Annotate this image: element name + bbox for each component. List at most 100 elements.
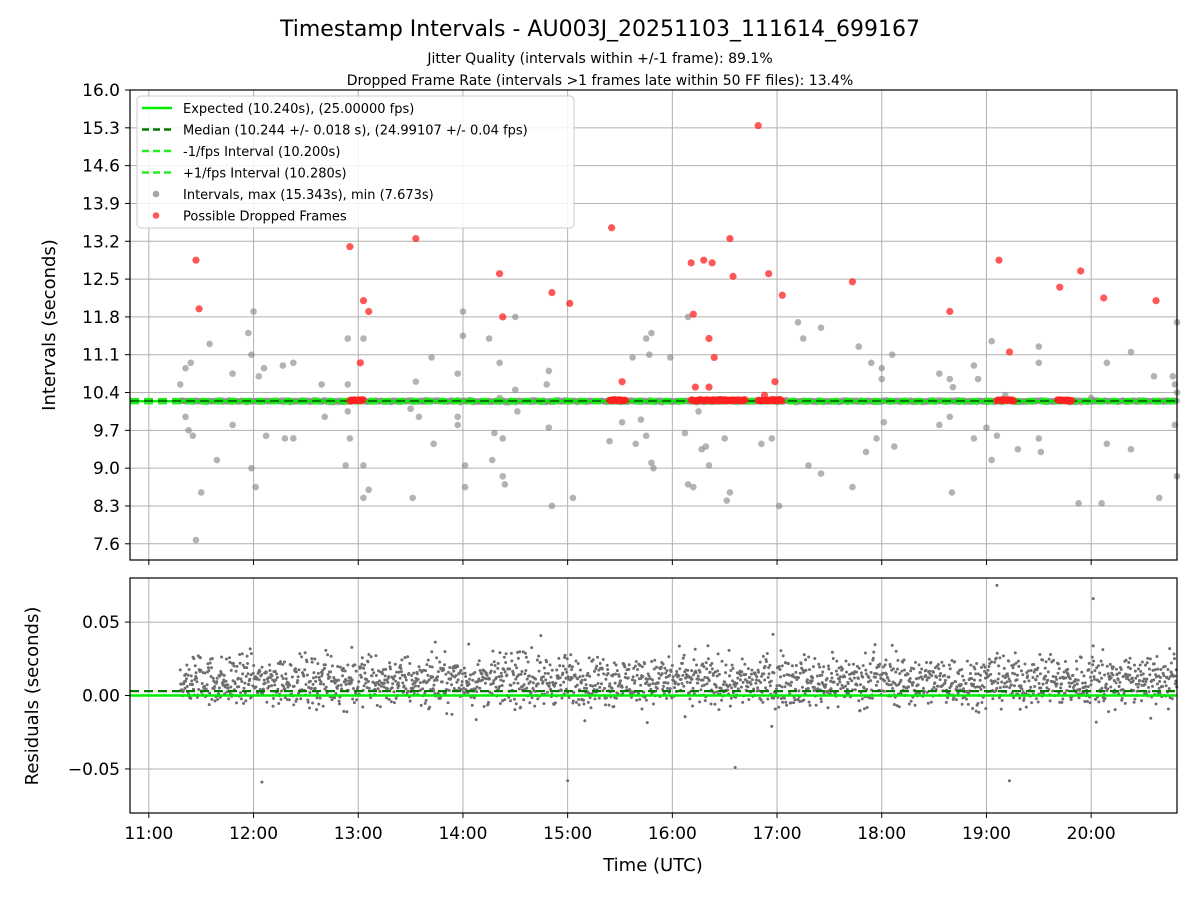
residual-point xyxy=(1092,675,1096,679)
residual-point xyxy=(342,709,346,713)
residual-point xyxy=(454,666,458,670)
residual-point xyxy=(681,656,685,660)
residual-point xyxy=(1169,661,1173,665)
residual-point xyxy=(207,668,211,672)
interval-point xyxy=(970,362,978,369)
residual-point xyxy=(317,675,321,679)
residual-point xyxy=(311,701,315,705)
top-y-tick-label: 9.0 xyxy=(93,459,120,479)
residual-point xyxy=(606,667,610,671)
dropped-frame-point xyxy=(1077,267,1085,275)
residual-point xyxy=(1107,710,1111,714)
residual-point xyxy=(967,691,971,695)
residual-point xyxy=(847,663,851,667)
residual-point xyxy=(509,683,513,687)
residual-point xyxy=(1132,663,1136,667)
residual-point xyxy=(868,696,872,700)
residual-point xyxy=(912,667,916,671)
residual-point xyxy=(513,663,517,667)
residual-point xyxy=(260,665,264,669)
residual-point xyxy=(703,675,707,679)
residual-point xyxy=(676,682,680,686)
residual-point xyxy=(733,684,737,688)
residual-point xyxy=(501,699,505,703)
residual-point xyxy=(790,664,794,668)
residual-point xyxy=(213,699,217,703)
residual-point xyxy=(600,667,604,671)
residual-point xyxy=(618,679,622,683)
residual-point xyxy=(839,687,843,691)
residual-point xyxy=(713,702,717,706)
residual-point xyxy=(586,700,590,704)
residual-point xyxy=(920,667,924,671)
residual-point xyxy=(693,647,697,651)
residual-point xyxy=(1138,663,1142,667)
residual-point xyxy=(245,666,249,670)
residual-point xyxy=(558,664,562,668)
residual-point xyxy=(701,678,705,682)
residual-point xyxy=(320,671,324,675)
residual-point xyxy=(521,650,525,654)
residual-point xyxy=(381,668,385,672)
residual-point xyxy=(467,642,471,646)
residual-point xyxy=(607,703,611,707)
residual-point xyxy=(1101,648,1105,652)
residual-point xyxy=(341,674,345,678)
residual-point xyxy=(227,697,231,701)
residual-point xyxy=(986,674,990,678)
interval-point xyxy=(360,462,367,469)
residual-point xyxy=(295,697,299,701)
residual-point xyxy=(789,701,793,705)
residual-point xyxy=(538,661,542,665)
interval-point xyxy=(454,421,462,429)
residual-point xyxy=(811,676,815,680)
top-y-tick-label: 16.0 xyxy=(82,81,120,101)
residual-point xyxy=(480,678,484,682)
residual-point xyxy=(1016,659,1020,663)
residual-point xyxy=(493,664,497,668)
residual-point xyxy=(729,696,733,700)
residual-point xyxy=(669,670,673,674)
residual-point xyxy=(979,665,983,669)
residual-point xyxy=(246,672,250,676)
residual-point xyxy=(422,679,426,683)
residual-point xyxy=(965,659,969,663)
residual-point xyxy=(1111,665,1115,669)
residual-point xyxy=(645,721,649,725)
residual-point xyxy=(503,698,507,702)
residual-point xyxy=(1081,681,1085,685)
residual-point xyxy=(812,685,816,689)
residual-point xyxy=(571,699,575,703)
residual-point xyxy=(800,685,804,689)
residual-point xyxy=(898,672,902,676)
residual-point xyxy=(974,672,978,676)
residual-point xyxy=(1044,674,1048,678)
residual-point xyxy=(526,660,530,664)
residual-point xyxy=(663,681,667,685)
residual-point xyxy=(793,675,797,679)
residual-point xyxy=(797,676,801,680)
residual-point xyxy=(1169,674,1173,678)
top-y-tick-label: 15.3 xyxy=(82,119,120,139)
residual-point xyxy=(572,691,576,695)
residual-point xyxy=(1051,675,1055,679)
residual-point xyxy=(539,634,543,638)
residual-point xyxy=(1073,683,1077,687)
interval-point xyxy=(726,489,734,496)
residual-point xyxy=(1085,699,1089,703)
residual-point xyxy=(204,687,208,691)
residual-point xyxy=(1015,678,1019,682)
residual-point xyxy=(597,696,601,700)
residual-point xyxy=(954,680,958,684)
interval-point xyxy=(1035,359,1043,367)
interval-point xyxy=(213,456,221,464)
residual-point xyxy=(884,658,888,662)
residual-point xyxy=(559,683,563,687)
residual-point xyxy=(353,663,357,667)
residual-point xyxy=(663,666,667,670)
residual-point xyxy=(822,691,826,695)
residual-point xyxy=(270,674,274,678)
residual-point xyxy=(835,673,839,677)
residual-point xyxy=(983,665,987,669)
residual-point xyxy=(1060,700,1064,704)
